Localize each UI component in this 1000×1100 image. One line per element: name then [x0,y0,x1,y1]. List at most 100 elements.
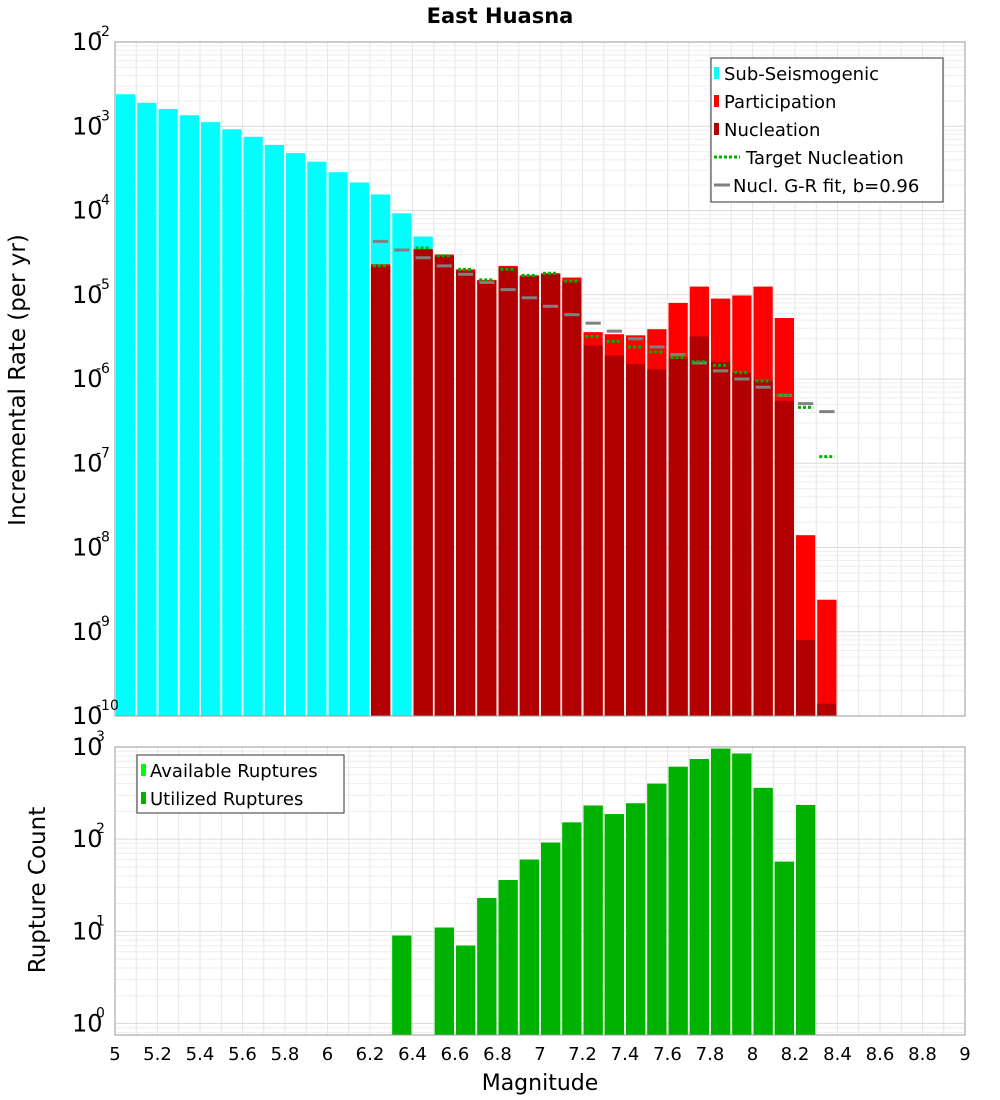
bar-nucleation [434,255,454,716]
x-tick-label: 8.8 [908,1044,937,1065]
y-tick-label: 10 [72,365,103,393]
bar-nucleation [796,639,816,716]
x-tick-label: 5.2 [143,1044,172,1065]
rate-plot-frame [114,41,966,717]
legend-swatch-sub-seismogenic [714,67,719,79]
bar-nucleation [711,361,731,716]
bar-sub-seismogenic [392,213,412,717]
rate-legend-box [710,57,944,203]
x-tick-label: 7.4 [611,1044,640,1065]
x-tick-label: 9 [959,1044,970,1065]
bar-utilized-ruptures [668,766,688,1035]
y-tick-label: 10 [72,702,103,730]
legend-label-participation: Participation [724,92,836,113]
bar-nucleation [604,355,624,716]
y-tick-label-exponent: 3 [96,729,105,745]
bar-nucleation [753,380,773,716]
bar-utilized-ruptures [626,803,646,1035]
bar-utilized-ruptures [647,783,667,1035]
bar-nucleation [732,372,752,716]
count-plot-frame [114,746,966,1036]
x-tick-label: 7.6 [653,1044,682,1065]
x-tick-label: 7.2 [568,1044,597,1065]
bar-utilized-ruptures [583,805,603,1035]
bar-nucleation [541,274,561,716]
y-tick-label-exponent: -5 [96,277,110,293]
bar-utilized-ruptures [477,897,497,1035]
y-tick-label: 10 [72,825,103,853]
bar-utilized-ruptures [796,804,816,1035]
x-tick-label: 6.6 [441,1044,470,1065]
bar-utilized-ruptures [541,842,561,1035]
rate-legend: Sub-Seismogenic Participation Nucleation… [710,57,944,203]
legend-swatch-nucleation [714,123,719,135]
y-tick-label: 10 [72,112,103,140]
y-tick-label-exponent: -4 [96,193,110,209]
count-y-axis-label: Rupture Count [25,807,51,973]
y-tick-label: 10 [72,1009,103,1037]
y-tick-label: 10 [72,534,103,562]
x-tick-label: 6.4 [398,1044,427,1065]
bar-nucleation [626,364,646,716]
bar-nucleation [519,276,539,716]
y-tick-label-exponent: 1 [96,913,105,929]
y-tick-label-exponent: -7 [96,445,110,461]
legend-swatch-participation [714,95,719,107]
y-tick-label-exponent: -6 [96,361,110,377]
bar-nucleation [477,281,497,716]
bar-utilized-ruptures [434,927,454,1035]
bar-sub-seismogenic [328,172,348,716]
y-tick-label-exponent: -10 [96,698,119,714]
bar-utilized-ruptures [711,748,731,1035]
x-tick-label: 6.2 [356,1044,385,1065]
bar-nucleation [562,281,582,716]
bar-participation [817,599,837,716]
bar-utilized-ruptures [519,859,539,1035]
legend-swatch-utilized-ruptures [141,792,146,804]
legend-label-sub-seismogenic: Sub-Seismogenic [724,64,879,85]
x-tick-label: 8.6 [866,1044,895,1065]
bar-sub-seismogenic [158,109,178,716]
bar-utilized-ruptures [732,753,752,1035]
y-tick-label-exponent: 0 [96,1005,105,1021]
bar-sub-seismogenic [286,153,306,717]
bar-nucleation [817,703,837,716]
bar-nucleation [371,265,391,716]
bar-nucleation [413,249,433,716]
x-tick-label: 8 [747,1044,758,1065]
x-axis-label: Magnitude [482,1071,599,1096]
bar-utilized-ruptures [392,935,412,1035]
bar-sub-seismogenic [222,129,242,716]
bar-nucleation [498,267,518,716]
bar-nucleation [668,357,688,716]
x-tick-label: 6.8 [483,1044,512,1065]
bar-nucleation [583,345,603,716]
rate-bars [116,94,837,717]
y-tick-label-exponent: 2 [96,821,105,837]
legend-label-gr-fit: Nucl. G-R fit, b=0.96 [733,176,919,197]
x-tick-label: 5.6 [228,1044,257,1065]
rate-markers [373,239,835,459]
chart-title: East Huasna [427,4,574,28]
y-tick-label: 10 [72,449,103,477]
x-tick-label: 6 [322,1044,333,1065]
legend-label-available-ruptures: Available Ruptures [150,761,318,782]
y-tick-label: 10 [72,917,103,945]
bar-sub-seismogenic [137,102,157,716]
y-tick-label: 10 [72,733,103,761]
bar-utilized-ruptures [604,814,624,1035]
bar-sub-seismogenic [307,161,327,717]
y-tick-label: 10 [72,281,103,309]
bar-utilized-ruptures [689,759,709,1035]
x-axis-ticks: 5 5.2 5.4 5.6 5.8 6 6.2 6.4 6.6 6.8 7 7.2 7.4 7.6 7.8 8… [109,1044,970,1065]
legend-label-nucleation: Nucleation [724,120,820,141]
bar-nucleation [456,271,476,716]
y-tick-label: 10 [72,618,103,646]
x-tick-label: 8.4 [823,1044,852,1065]
bar-sub-seismogenic [116,94,136,716]
